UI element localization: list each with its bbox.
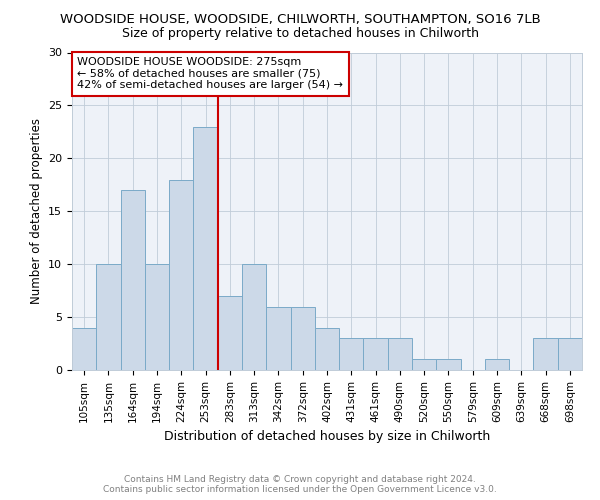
Text: Contains HM Land Registry data © Crown copyright and database right 2024.
Contai: Contains HM Land Registry data © Crown c… [103, 474, 497, 494]
Bar [558, 338, 582, 370]
Bar [315, 328, 339, 370]
X-axis label: Distribution of detached houses by size in Chilworth: Distribution of detached houses by size … [164, 430, 490, 443]
Bar [388, 338, 412, 370]
Bar [72, 328, 96, 370]
Bar [193, 126, 218, 370]
Text: WOODSIDE HOUSE, WOODSIDE, CHILWORTH, SOUTHAMPTON, SO16 7LB: WOODSIDE HOUSE, WOODSIDE, CHILWORTH, SOU… [59, 12, 541, 26]
Y-axis label: Number of detached properties: Number of detached properties [29, 118, 43, 304]
Bar [242, 264, 266, 370]
Bar [218, 296, 242, 370]
Bar [121, 190, 145, 370]
Bar [485, 360, 509, 370]
Bar [145, 264, 169, 370]
Bar [96, 264, 121, 370]
Bar [339, 338, 364, 370]
Text: WOODSIDE HOUSE WOODSIDE: 275sqm
← 58% of detached houses are smaller (75)
42% of: WOODSIDE HOUSE WOODSIDE: 275sqm ← 58% of… [77, 58, 343, 90]
Bar [364, 338, 388, 370]
Bar [266, 306, 290, 370]
Bar [412, 360, 436, 370]
Bar [533, 338, 558, 370]
Text: Size of property relative to detached houses in Chilworth: Size of property relative to detached ho… [121, 28, 479, 40]
Bar [169, 180, 193, 370]
Bar [290, 306, 315, 370]
Bar [436, 360, 461, 370]
